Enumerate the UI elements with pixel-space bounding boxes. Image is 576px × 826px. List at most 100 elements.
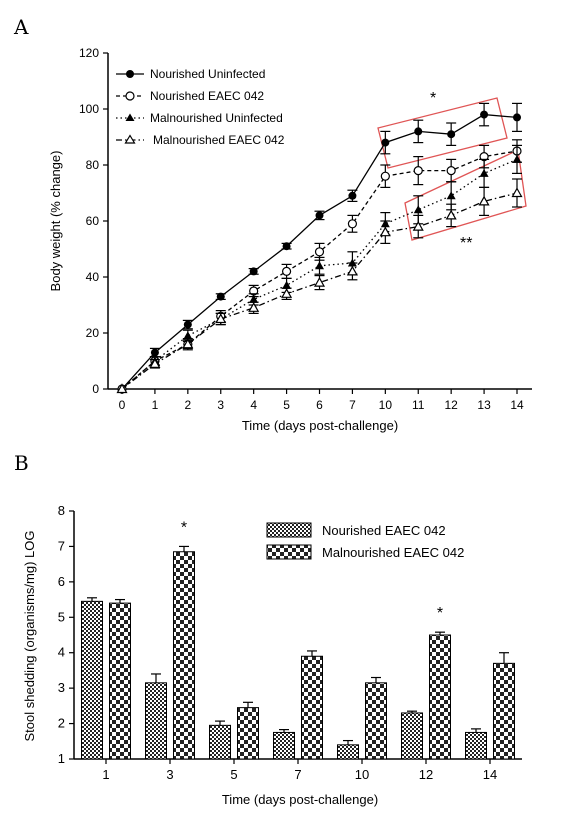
legend-label: Nourished EAEC 042	[322, 523, 446, 538]
data-point	[413, 205, 423, 214]
legend-label: Malnourished Uninfected	[150, 111, 283, 125]
data-point	[282, 242, 291, 251]
x-tick-label: 13	[477, 398, 491, 412]
a-y-axis-title: Body weight (% change)	[48, 151, 63, 292]
data-point	[149, 358, 161, 368]
series-line	[121, 192, 518, 390]
legend-item-nourished-eaec: Nourished EAEC 042	[116, 89, 264, 103]
b-y-ticks: 1 2 3 4 5 6 7 8	[58, 503, 74, 766]
y-tick-label: 5	[58, 609, 65, 624]
x-tick-label: 4	[250, 398, 257, 412]
y-tick-label: 8	[58, 503, 65, 518]
data-point	[248, 302, 260, 312]
legend-item-malnourished-uninfected: Malnourished Uninfected	[116, 111, 283, 125]
a-series-group	[116, 102, 523, 394]
x-tick-label: 0	[119, 398, 126, 412]
data-point	[348, 191, 357, 200]
bar-nourished	[81, 600, 103, 760]
data-point	[313, 276, 326, 287]
legend-label: Nourished Uninfected	[150, 67, 265, 81]
bar-nourished	[337, 744, 359, 760]
panel-a-label: A	[13, 15, 29, 39]
x-tick-label: 14	[510, 398, 524, 412]
data-point	[315, 261, 324, 270]
legend-item-nourished-uninfected: Nourished Uninfected	[116, 67, 265, 81]
bar-nourished	[209, 724, 231, 760]
data-point	[446, 191, 456, 200]
highlight-box-nourished	[377, 97, 508, 169]
x-tick-label: 1	[102, 767, 109, 782]
bar-malnourished	[173, 551, 195, 760]
panel-a-legend: Nourished Uninfected Nourished EAEC 042 …	[116, 67, 285, 147]
x-tick-label: 2	[184, 398, 191, 412]
bar-malnourished	[109, 602, 131, 760]
data-point	[380, 171, 390, 181]
b-bars-group	[81, 545, 515, 760]
data-point	[512, 154, 522, 163]
bar-nourished	[401, 712, 423, 760]
data-point	[249, 294, 259, 303]
a-x-axis-title: Time (days post-challenge)	[242, 418, 398, 433]
y-tick-label: 80	[86, 158, 100, 172]
bar-malnourished	[429, 634, 451, 760]
x-tick-label: 7	[349, 398, 356, 412]
data-point	[116, 383, 128, 394]
data-point	[478, 195, 490, 206]
series-3	[116, 178, 523, 394]
series-0	[118, 102, 522, 393]
y-tick-label: 2	[58, 716, 65, 731]
data-point	[215, 313, 227, 324]
data-point	[446, 166, 456, 176]
b-x-axis-title: Time (days post-challenge)	[222, 792, 378, 807]
annotation-star: *	[181, 519, 187, 536]
data-point	[447, 130, 456, 139]
b-annotations: **	[181, 519, 443, 622]
b-x-ticks: 1 3 5 7 10 12 14	[102, 759, 497, 782]
large-check-swatch-icon	[266, 544, 312, 560]
x-tick-label: 5	[230, 767, 237, 782]
legend-item-malnourished-eaec-b: Malnourished EAEC 042	[266, 544, 464, 560]
annotation-star: *	[437, 605, 443, 622]
data-point	[347, 219, 358, 229]
data-point	[182, 338, 194, 349]
data-point	[511, 187, 523, 198]
data-point	[216, 292, 225, 301]
x-tick-label: 1	[152, 398, 159, 412]
legend-item-nourished-eaec-b: Nourished EAEC 042	[266, 522, 446, 538]
bar-malnourished	[301, 655, 323, 760]
annotation-double-star: **	[460, 235, 472, 252]
open-circle-icon	[125, 91, 135, 101]
bar-nourished	[273, 731, 295, 760]
x-tick-label: 12	[444, 398, 458, 412]
bar-nourished	[145, 682, 167, 760]
data-point	[379, 226, 391, 237]
x-tick-label: 3	[166, 767, 173, 782]
y-tick-label: 6	[58, 574, 65, 589]
data-point	[381, 138, 390, 147]
x-tick-label: 7	[294, 767, 301, 782]
a-y-ticks: 0 20 40 60 80 100 120	[79, 46, 108, 396]
filled-triangle-icon	[125, 113, 135, 121]
bar-malnourished	[237, 707, 259, 760]
panel-b-legend: Nourished EAEC 042 Malnourished EAEC 042	[266, 522, 464, 560]
y-tick-label: 3	[58, 680, 65, 695]
data-point	[479, 168, 489, 177]
dense-check-swatch-icon	[266, 522, 312, 538]
x-tick-label: 14	[483, 767, 497, 782]
data-point	[414, 127, 423, 136]
data-point	[346, 265, 358, 276]
x-tick-label: 12	[419, 767, 433, 782]
data-point	[315, 211, 324, 220]
y-tick-label: 120	[79, 46, 99, 60]
data-point	[513, 113, 521, 122]
y-tick-label: 20	[86, 326, 100, 340]
bar-nourished	[465, 731, 487, 760]
y-tick-label: 40	[86, 270, 100, 284]
data-point	[281, 288, 293, 298]
data-point	[183, 320, 192, 329]
bar-malnourished	[493, 662, 515, 760]
x-tick-label: 5	[283, 398, 290, 412]
data-point	[413, 166, 423, 176]
